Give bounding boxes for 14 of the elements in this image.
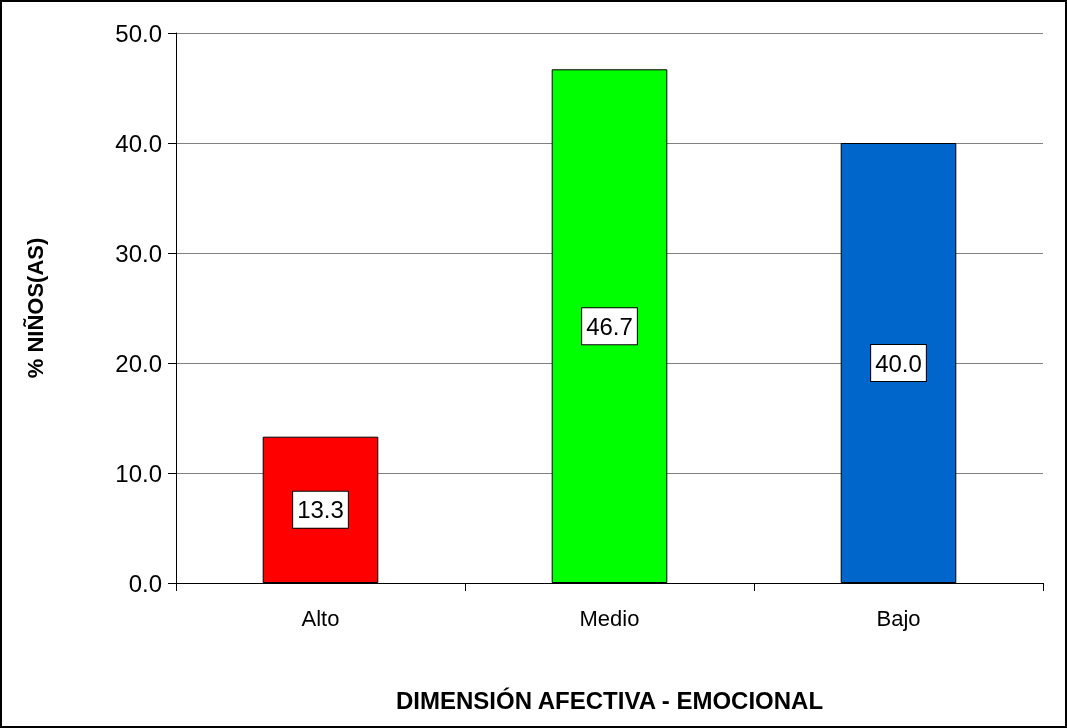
y-tick-label: 40.0 [115,129,162,157]
x-tick-label: Alto [301,605,340,631]
x-tick-label: Bajo [876,605,921,631]
data-label: 13.3 [297,496,344,524]
y-tick-label: 30.0 [115,239,162,267]
x-axis-title: DIMENSIÓN AFECTIVA - EMOCIONAL [395,686,824,714]
y-tick-label: 20.0 [115,349,162,377]
data-label: 46.7 [586,312,633,340]
y-tick-label: 10.0 [115,459,162,487]
y-axis-title: % NIÑOS(AS) [22,237,48,379]
data-label: 40.0 [875,349,922,377]
y-tick-label: 0.0 [128,569,162,597]
x-tick-label: Medio [579,605,640,631]
y-tick-label: 50.0 [115,19,162,47]
